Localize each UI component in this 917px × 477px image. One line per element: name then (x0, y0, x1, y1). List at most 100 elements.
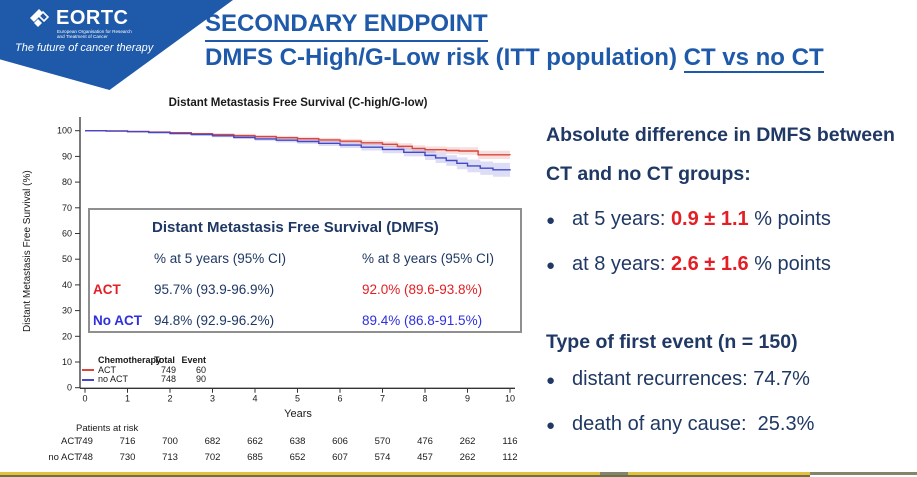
risk-value: 476 (417, 436, 433, 447)
svg-text:40: 40 (62, 280, 72, 290)
noact-line-swatch (82, 378, 94, 381)
list-item: ● distant recurrences: 74.7% (546, 366, 917, 394)
slide-title: SECONDARY ENDPOINT DMFS C-High/G-Low ris… (205, 8, 824, 74)
risk-value: 262 (459, 436, 476, 447)
svg-text:60: 60 (62, 229, 72, 239)
title-line2: DMFS C-High/G-Low risk (ITT population) (205, 44, 684, 71)
diff-8yr-value: 2.6 ± 1.6 (670, 253, 749, 275)
svg-text:100: 100 (57, 126, 72, 136)
risk-value: 682 (204, 436, 221, 447)
chart-title: Distant Metastasis Free Survival (C-high… (168, 97, 428, 109)
list-item: ● death of any cause: 25.3% (546, 411, 917, 439)
risk-value: 112 (502, 451, 518, 463)
right-panel: Absolute difference in DMFS between CT a… (546, 116, 917, 456)
patients-at-risk-caption: Patients at risk (76, 423, 139, 434)
risk-value: 702 (204, 451, 221, 463)
svg-text:50: 50 (62, 254, 72, 264)
svg-text:10: 10 (505, 394, 515, 404)
svg-text:9: 9 (465, 394, 470, 404)
logo-brand: EORTC (56, 7, 129, 29)
svg-text:0: 0 (67, 383, 72, 393)
svg-text:4: 4 (252, 394, 257, 404)
title-line1: SECONDARY ENDPOINT (205, 8, 488, 42)
risk-value: 748 (77, 451, 93, 463)
legend-header-event: Event (181, 355, 206, 365)
bullet-icon: ● (546, 257, 556, 274)
risk-value: 574 (374, 451, 391, 463)
dmfs-stats-box: Distant Metastasis Free Survival (DMFS) … (88, 208, 522, 333)
bullet-icon: ● (546, 212, 556, 229)
eortc-logo-icon (30, 9, 50, 27)
svg-text:80: 80 (62, 177, 72, 187)
svg-text:2: 2 (167, 394, 172, 404)
legend-header-chemotherapy: Chemotherapy (98, 355, 162, 365)
stats-col2-header: % at 8 years (95% CI) (362, 251, 495, 266)
stats-noact-8yr: 89.4% (86.8-91.5%) (362, 313, 483, 328)
list-item: ● at 8 years: 2.6 ± 1.6 % points (546, 251, 917, 279)
risk-value: 700 (162, 436, 178, 447)
svg-text:90: 90 (62, 151, 72, 161)
risk-value: 713 (162, 451, 178, 463)
bullet-icon: ● (546, 417, 556, 434)
risk-value: 662 (247, 436, 263, 447)
svg-text:5: 5 (295, 394, 300, 404)
risk-row-label: ACT (61, 436, 80, 447)
svg-text:20: 20 (62, 331, 72, 341)
risk-value: 730 (119, 451, 136, 463)
logo-subtext: European Organisation for Research and T… (57, 29, 132, 39)
stats-act-5yr: 95.7% (93.9-96.9%) (154, 282, 275, 297)
risk-value: 716 (119, 436, 136, 447)
legend-row-act: ACT 749 60 (82, 365, 206, 376)
abs-diff-heading: Absolute difference in DMFS between CT a… (546, 124, 895, 185)
risk-value: 749 (77, 436, 93, 447)
progress-bar-underline (0, 475, 810, 477)
x-axis-label: Years (284, 408, 312, 420)
svg-text:30: 30 (62, 306, 72, 316)
stats-act-8yr: 92.0% (89.6-93.8%) (362, 282, 483, 297)
risk-value: 606 (332, 436, 348, 447)
list-item: ● at 5 years: 0.9 ± 1.1 % points (546, 206, 917, 234)
logo-tagline: The future of cancer therapy (15, 42, 154, 54)
svg-text:6: 6 (337, 394, 342, 404)
eortc-logo: EORTC European Organisation for Research… (0, 0, 233, 90)
risk-value: 262 (459, 451, 476, 463)
stats-box-title: Distant Metastasis Free Survival (DMFS) (152, 219, 439, 236)
diff-5yr-value: 0.9 ± 1.1 (670, 208, 749, 230)
stats-noact-5yr: 94.8% (92.9-96.2%) (154, 313, 275, 328)
progress-bar-track (0, 472, 917, 475)
risk-value: 607 (332, 451, 348, 463)
first-event-list: ● distant recurrences: 74.7% ● death of … (546, 366, 917, 439)
svg-text:7: 7 (380, 394, 385, 404)
progress-bar-segment (600, 472, 628, 475)
bullet-icon: ● (546, 372, 556, 389)
risk-value: 652 (289, 451, 306, 463)
svg-text:8: 8 (422, 394, 427, 404)
risk-value: 638 (289, 436, 306, 447)
risk-value: 116 (502, 436, 518, 447)
distant-recurrences-text: distant recurrences: 74.7% (572, 368, 810, 390)
y-axis-label: Distant Metastasis Free Survival (%) (22, 170, 33, 332)
act-line-swatch (82, 369, 94, 372)
stats-row-act-label: ACT (93, 282, 121, 297)
legend-row-noact: no ACT 748 90 (82, 374, 206, 385)
risk-row-label: no ACT (48, 451, 80, 463)
risk-value: 570 (374, 436, 391, 447)
svg-text:1: 1 (125, 394, 130, 404)
risk-value: 457 (417, 451, 433, 463)
death-any-cause-text: death of any cause: 25.3% (572, 413, 815, 435)
progress-bar-segment (810, 472, 917, 475)
km-legend: Chemotherapy Total Event ACT 749 60 no A… (82, 355, 206, 385)
svg-text:3: 3 (210, 394, 215, 404)
legend-header-total: Total (154, 355, 175, 365)
title-line2-underlined: CT vs no CT (683, 44, 824, 73)
risk-value: 685 (247, 451, 263, 463)
abs-diff-list: ● at 5 years: 0.9 ± 1.1 % points ● at 8 … (546, 206, 917, 279)
svg-text:10: 10 (62, 357, 72, 367)
stats-row-noact-label: No ACT (93, 313, 142, 328)
svg-text:70: 70 (62, 203, 72, 213)
stats-col1-header: % at 5 years (95% CI) (154, 251, 287, 266)
svg-text:0: 0 (82, 394, 87, 404)
first-event-heading: Type of first event (n = 150) (546, 331, 798, 353)
progress-bar[interactable] (0, 472, 917, 477)
